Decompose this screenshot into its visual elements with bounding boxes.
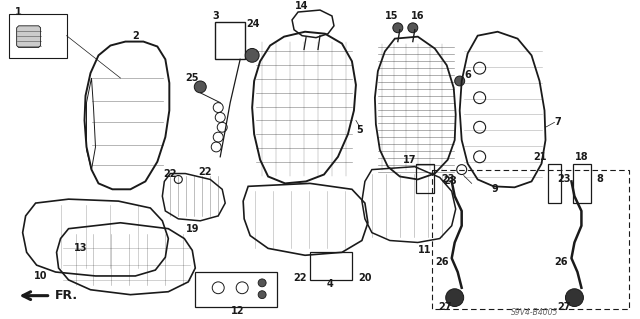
Text: 20: 20	[358, 273, 372, 283]
Text: 22: 22	[198, 167, 212, 177]
Text: 19: 19	[186, 224, 199, 234]
Circle shape	[195, 81, 206, 93]
Polygon shape	[17, 26, 40, 48]
Text: 14: 14	[295, 1, 308, 11]
Text: 9: 9	[492, 184, 498, 194]
Text: 27: 27	[438, 302, 451, 313]
Text: 16: 16	[411, 11, 424, 21]
Text: 3: 3	[213, 11, 220, 21]
Text: 4: 4	[326, 279, 333, 289]
Text: 23: 23	[557, 174, 572, 184]
Text: 1: 1	[15, 7, 22, 17]
Bar	[416, 164, 434, 193]
Text: 18: 18	[575, 152, 588, 162]
Text: 25: 25	[186, 73, 199, 83]
Circle shape	[454, 76, 465, 86]
Text: 23: 23	[441, 174, 454, 184]
Text: 10: 10	[34, 271, 47, 281]
Text: 8: 8	[596, 174, 603, 184]
Circle shape	[566, 289, 584, 307]
Text: 2: 2	[132, 31, 139, 41]
Text: 13: 13	[74, 243, 87, 253]
Text: 11: 11	[418, 245, 431, 255]
Text: 22: 22	[293, 273, 307, 283]
Text: 7: 7	[554, 117, 561, 127]
Bar	[195, 272, 277, 308]
Text: 15: 15	[385, 11, 399, 21]
Bar	[9, 14, 67, 58]
Text: 26: 26	[435, 257, 449, 267]
Bar	[310, 252, 352, 280]
Bar	[432, 170, 629, 309]
Text: 6: 6	[464, 70, 471, 80]
Text: 24: 24	[246, 19, 260, 29]
Text: 12: 12	[232, 307, 245, 316]
Circle shape	[393, 23, 403, 33]
Bar	[215, 22, 245, 59]
Text: 28: 28	[443, 176, 456, 186]
Circle shape	[258, 291, 266, 299]
Text: 5: 5	[356, 125, 364, 135]
Circle shape	[408, 23, 418, 33]
Text: S9V4-B4005: S9V4-B4005	[511, 308, 558, 317]
Text: FR.: FR.	[54, 289, 77, 302]
Circle shape	[258, 279, 266, 287]
Text: 21: 21	[532, 152, 547, 162]
Circle shape	[445, 289, 464, 307]
Text: 17: 17	[403, 155, 417, 165]
Text: 22: 22	[164, 168, 177, 179]
Text: 27: 27	[557, 302, 572, 313]
Circle shape	[245, 48, 259, 62]
Bar	[573, 164, 591, 203]
Bar	[547, 164, 561, 203]
Text: 26: 26	[555, 257, 568, 267]
